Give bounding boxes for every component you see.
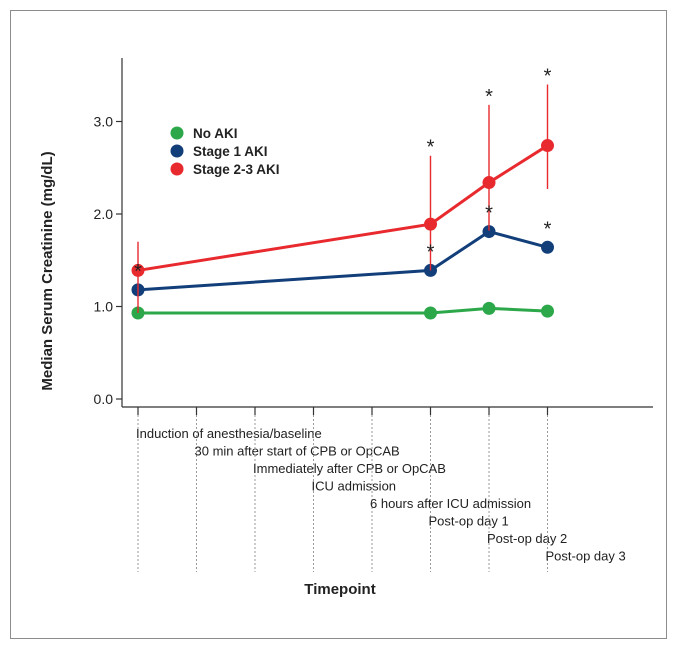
x-tick-label: Post-op day 3 bbox=[546, 549, 626, 564]
data-point bbox=[482, 176, 496, 190]
series-layer: * * * * * * * bbox=[131, 66, 554, 320]
significance-asterisk: * bbox=[427, 137, 435, 159]
legend: No AKI Stage 1 AKI Stage 2-3 AKI bbox=[170, 126, 280, 177]
series-line bbox=[138, 306, 548, 315]
significance-asterisk: * bbox=[485, 203, 493, 225]
x-tick-label: Post-op day 2 bbox=[487, 531, 567, 546]
x-tick-label: ICU admission bbox=[312, 479, 397, 494]
y-tick-label: 1.0 bbox=[94, 299, 114, 315]
significance-asterisk: * bbox=[485, 86, 493, 108]
series-line bbox=[137, 144, 549, 272]
data-point bbox=[482, 301, 496, 315]
axes: 0.0 1.0 2.0 3.0 bbox=[94, 58, 653, 415]
timepoint-guides: Induction of anesthesia/baseline 30 min a… bbox=[136, 415, 626, 572]
y-tick-label: 3.0 bbox=[94, 114, 114, 130]
series-stage-1-aki bbox=[131, 225, 554, 297]
x-tick-label: 6 hours after ICU admission bbox=[370, 496, 531, 511]
data-point bbox=[541, 240, 554, 254]
legend-label: Stage 1 AKI bbox=[193, 144, 268, 159]
x-axis-label: Timepoint bbox=[304, 581, 375, 598]
legend-marker bbox=[170, 162, 184, 176]
x-tick-label: Post-op day 1 bbox=[429, 514, 509, 529]
x-tick-label: 30 min after start of CPB or OpCAB bbox=[195, 444, 400, 459]
series-line bbox=[137, 229, 548, 292]
y-tick-label: 2.0 bbox=[94, 206, 114, 222]
significance-asterisk: * bbox=[427, 241, 435, 263]
data-point bbox=[541, 304, 554, 318]
figure-frame bbox=[10, 10, 667, 639]
data-point bbox=[131, 263, 145, 277]
y-axis-label: Median Serum Creatinine (mg/dL) bbox=[39, 151, 56, 390]
significance-asterisk: * bbox=[544, 218, 552, 240]
significance-asterisk: * bbox=[134, 261, 142, 283]
legend-label: Stage 2-3 AKI bbox=[193, 162, 280, 177]
data-point bbox=[482, 225, 496, 239]
legend-label: No AKI bbox=[193, 126, 238, 141]
y-tick-label: 0.0 bbox=[94, 391, 114, 407]
x-tick-label: Immediately after CPB or OpCAB bbox=[253, 461, 446, 476]
data-point bbox=[424, 217, 437, 231]
legend-marker bbox=[170, 126, 184, 140]
significance-asterisk: * bbox=[544, 66, 552, 88]
legend-marker bbox=[170, 144, 184, 158]
data-point bbox=[424, 306, 437, 320]
x-tick-label: Induction of anesthesia/baseline bbox=[136, 426, 322, 441]
series-no-aki bbox=[131, 301, 554, 320]
data-point bbox=[541, 139, 554, 153]
series-stage-2-3-aki bbox=[131, 84, 554, 313]
